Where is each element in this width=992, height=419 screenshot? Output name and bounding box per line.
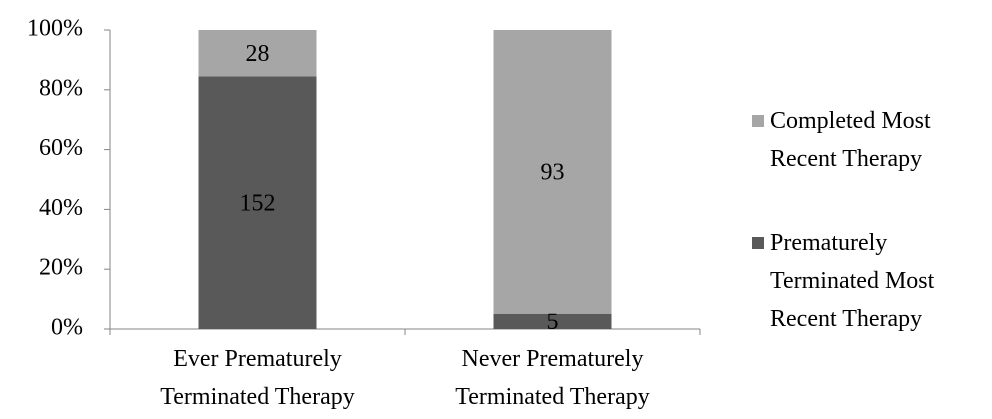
y-tick-label: 100% [27, 16, 83, 42]
bar-segment [493, 30, 612, 314]
legend-swatch [752, 115, 764, 127]
y-tick-label: 20% [39, 255, 83, 281]
y-tick-label: 80% [39, 75, 83, 101]
y-tick-label: 0% [51, 315, 83, 341]
legend-label: Completed Most Recent Therapy [770, 108, 931, 172]
data-label: 5 [547, 309, 559, 335]
legend-swatch [752, 237, 764, 249]
data-label: 28 [246, 41, 270, 67]
data-label: 152 [240, 190, 276, 216]
y-tick-label: 60% [39, 135, 83, 161]
legend-label: Prematurely Terminated Most Recent Thera… [770, 230, 935, 332]
x-tick-label: Never Prematurely Terminated Therapy [455, 346, 650, 410]
y-tick-label: 40% [39, 195, 83, 221]
bar-segment [198, 30, 317, 77]
bar-segment [198, 76, 317, 329]
data-label: 93 [541, 159, 565, 185]
x-tick-label: Ever Prematurely Terminated Therapy [160, 346, 355, 410]
bar-segment [493, 313, 612, 329]
